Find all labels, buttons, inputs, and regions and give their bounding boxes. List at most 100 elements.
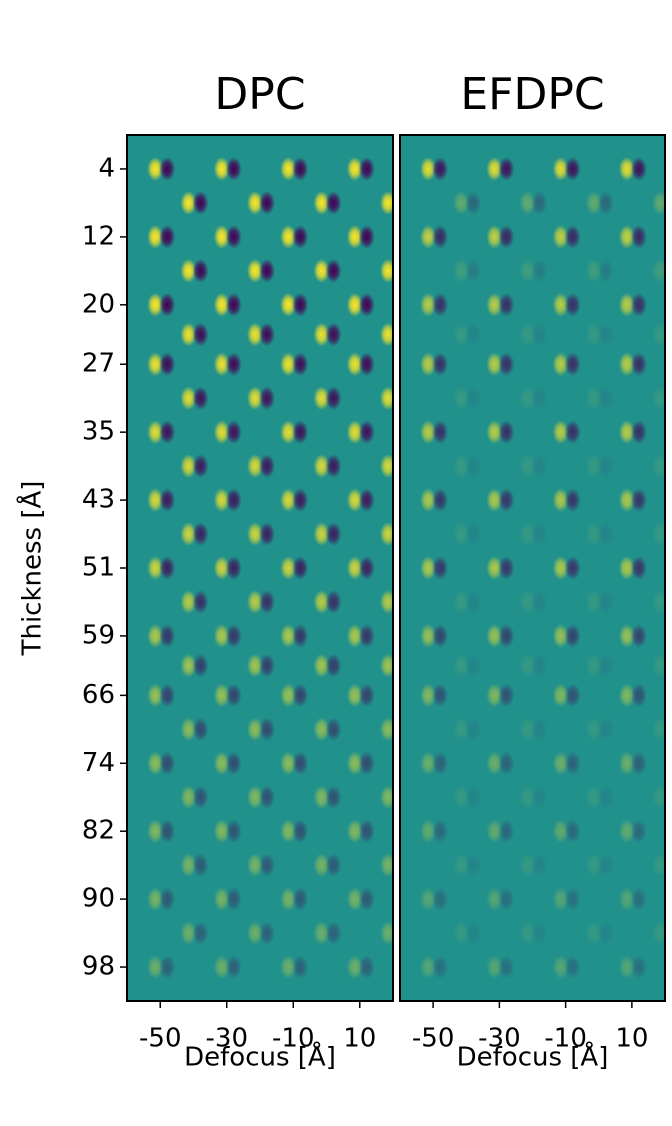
negative-blob <box>531 386 548 411</box>
positive-blob <box>420 887 437 912</box>
negative-blob <box>225 420 242 445</box>
negative-blob <box>432 751 449 776</box>
positive-blob <box>453 190 470 215</box>
negative-blob <box>465 322 482 347</box>
negative-blob <box>358 420 375 445</box>
negative-blob <box>225 352 242 377</box>
negative-blob <box>597 386 614 411</box>
positive-blob <box>380 454 393 479</box>
positive-blob <box>280 556 297 580</box>
negative-blob <box>192 653 209 678</box>
positive-blob <box>180 589 197 614</box>
negative-blob <box>432 488 449 513</box>
negative-blob <box>325 190 342 215</box>
positive-blob <box>380 653 393 678</box>
positive-blob <box>420 420 437 445</box>
positive-blob <box>585 522 602 547</box>
positive-blob <box>180 322 197 347</box>
negative-blob <box>292 292 309 317</box>
x-tick-label: -30 <box>478 1024 520 1054</box>
negative-blob <box>597 717 614 742</box>
negative-blob <box>192 589 209 614</box>
positive-blob <box>147 292 164 317</box>
positive-blob <box>486 556 503 580</box>
positive-blob <box>652 785 665 810</box>
positive-blob <box>652 454 665 479</box>
positive-blob <box>453 386 470 411</box>
negative-blob <box>259 785 275 810</box>
positive-blob <box>420 955 437 980</box>
negative-blob <box>259 522 275 547</box>
negative-blob <box>358 156 375 181</box>
negative-blob <box>531 921 548 946</box>
positive-blob <box>652 190 665 215</box>
negative-blob <box>597 522 614 547</box>
positive-blob <box>618 955 635 980</box>
x-tick-label: -10 <box>272 1024 314 1054</box>
negative-blob <box>225 887 242 912</box>
positive-blob <box>652 921 665 946</box>
x-axis-label: Defocus [Å] <box>457 1041 609 1073</box>
positive-blob <box>420 224 437 249</box>
x-tick-label: -30 <box>206 1024 248 1054</box>
positive-blob <box>346 352 363 377</box>
negative-blob <box>465 853 482 878</box>
positive-blob <box>180 653 197 678</box>
positive-blob <box>213 352 230 377</box>
positive-blob <box>453 522 470 547</box>
y-tick-label: 66 <box>82 680 115 710</box>
negative-blob <box>159 955 176 980</box>
positive-blob <box>213 955 230 980</box>
negative-blob <box>498 556 515 580</box>
negative-blob <box>432 156 449 181</box>
negative-blob <box>159 887 176 912</box>
negative-blob <box>564 488 581 513</box>
negative-blob <box>465 785 482 810</box>
positive-blob <box>453 717 470 742</box>
positive-blob <box>346 156 363 181</box>
negative-blob <box>498 224 515 249</box>
positive-blob <box>652 322 665 347</box>
negative-blob <box>531 322 548 347</box>
positive-blob <box>280 955 297 980</box>
negative-blob <box>465 522 482 547</box>
negative-blob <box>630 420 647 445</box>
negative-blob <box>325 522 342 547</box>
positive-blob <box>313 386 330 411</box>
positive-blob <box>486 420 503 445</box>
positive-blob <box>486 955 503 980</box>
positive-blob <box>519 190 536 215</box>
negative-blob <box>432 420 449 445</box>
positive-blob <box>313 921 330 946</box>
positive-blob <box>585 717 602 742</box>
positive-blob <box>147 420 164 445</box>
positive-blob <box>552 156 569 181</box>
x-axis-label: Defocus [Å] <box>184 1041 336 1073</box>
positive-blob <box>552 224 569 249</box>
positive-blob <box>346 955 363 980</box>
positive-blob <box>552 819 569 844</box>
positive-blob <box>313 653 330 678</box>
negative-blob <box>597 258 614 283</box>
negative-blob <box>498 623 515 648</box>
negative-blob <box>531 190 548 215</box>
positive-blob <box>585 386 602 411</box>
negative-blob <box>597 454 614 479</box>
positive-blob <box>486 623 503 648</box>
negative-blob <box>292 420 309 445</box>
positive-blob <box>519 589 536 614</box>
positive-blob <box>147 623 164 648</box>
positive-blob <box>519 454 536 479</box>
positive-blob <box>280 420 297 445</box>
x-tick-label: 10 <box>615 1024 648 1054</box>
negative-blob <box>292 955 309 980</box>
negative-blob <box>498 683 515 708</box>
positive-blob <box>180 785 197 810</box>
positive-blob <box>552 292 569 317</box>
negative-blob <box>292 224 309 249</box>
positive-blob <box>346 488 363 513</box>
positive-blob <box>652 653 665 678</box>
negative-blob <box>159 420 176 445</box>
positive-blob <box>247 322 263 347</box>
positive-blob <box>147 224 164 249</box>
